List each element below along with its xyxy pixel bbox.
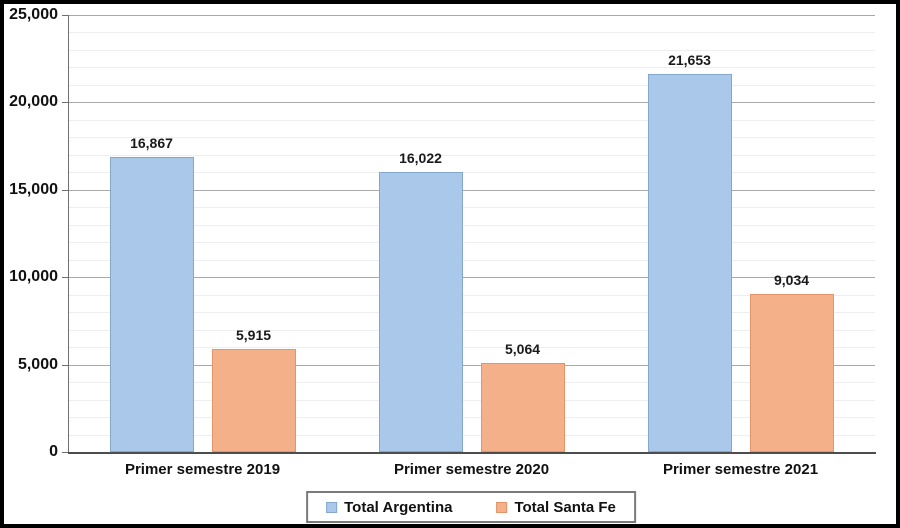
minor-gridline	[68, 434, 875, 436]
y-axis-tick	[62, 102, 68, 104]
minor-gridline	[68, 329, 875, 331]
y-axis-tick	[62, 364, 68, 366]
major-gridline	[68, 15, 875, 16]
major-gridline	[68, 102, 875, 104]
minor-gridline	[68, 49, 875, 51]
minor-gridline	[68, 242, 875, 244]
bar-value-label: 16,022	[399, 150, 442, 166]
minor-gridline	[68, 119, 875, 121]
minor-gridline	[68, 294, 875, 296]
minor-gridline	[68, 224, 875, 226]
bar-value-label: 9,034	[773, 272, 810, 288]
x-axis-category-label: Primer semestre 2021	[662, 461, 819, 478]
bar-santafe-1	[211, 349, 296, 452]
legend: Total Argentina Total Santa Fe	[306, 491, 636, 523]
x-axis-category-label: Primer semestre 2019	[124, 461, 281, 478]
minor-gridline	[68, 207, 875, 209]
bar-argentina-2	[378, 172, 463, 452]
minor-gridline	[68, 259, 875, 261]
legend-item-argentina: Total Argentina	[326, 499, 452, 516]
minor-gridline	[68, 67, 875, 69]
major-gridline	[68, 189, 875, 191]
minor-gridline	[68, 84, 875, 86]
minor-gridline	[68, 172, 875, 174]
plot-area	[68, 15, 875, 452]
bar-value-label: 5,915	[235, 327, 272, 343]
bar-value-label: 5,064	[504, 341, 541, 357]
legend-swatch-santafe-icon	[496, 501, 508, 513]
bar-value-label: 16,867	[130, 135, 173, 151]
bar-argentina-1	[109, 157, 194, 452]
y-axis-tick	[62, 277, 68, 279]
legend-label-santafe: Total Santa Fe	[514, 498, 616, 516]
y-axis-tick-label: 0	[49, 443, 58, 460]
legend-label-argentina: Total Argentina	[344, 498, 453, 516]
y-axis-tick	[62, 15, 68, 16]
bar-santafe-3	[749, 294, 834, 452]
minor-gridline	[68, 382, 875, 384]
y-axis-tick	[62, 452, 68, 453]
minor-gridline	[68, 417, 875, 419]
legend-swatch-argentina-icon	[326, 501, 338, 513]
legend-item-santafe: Total Santa Fe	[496, 498, 616, 516]
minor-gridline	[68, 399, 875, 401]
minor-gridline	[68, 137, 875, 139]
minor-gridline	[68, 154, 875, 156]
y-axis-line	[68, 15, 69, 454]
minor-gridline	[68, 312, 875, 314]
y-axis-tick-label: 15,000	[9, 180, 58, 198]
y-axis-tick-label: 10,000	[9, 268, 58, 286]
bar-argentina-3	[647, 74, 732, 452]
major-gridline	[68, 364, 875, 366]
bar-santafe-2	[480, 363, 565, 452]
bar-value-label: 21,653	[668, 52, 711, 68]
major-gridline	[68, 277, 875, 279]
y-axis-tick-label: 5,000	[17, 355, 58, 373]
y-axis-tick-label: 20,000	[9, 93, 58, 111]
x-axis-line	[68, 452, 876, 454]
minor-gridline	[68, 347, 875, 349]
y-axis-tick-label: 25,000	[9, 6, 58, 23]
y-axis-tick	[62, 189, 68, 191]
x-axis-category-label: Primer semestre 2020	[393, 461, 550, 478]
minor-gridline	[68, 32, 875, 34]
